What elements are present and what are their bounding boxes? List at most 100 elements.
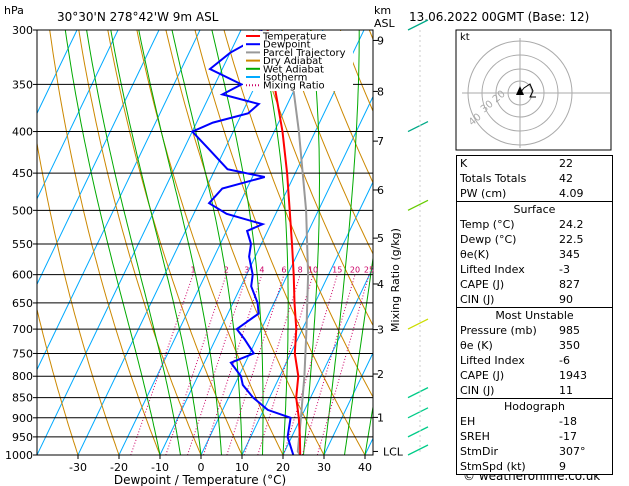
wet-adiabat-line: [110, 30, 202, 455]
isotherm-line: [323, 351, 373, 455]
hodo-value: -18: [559, 415, 577, 428]
dry-adiabat-line: [49, 30, 161, 455]
surface-label: CIN (J): [460, 293, 495, 306]
km-tick-label: 6: [377, 184, 384, 197]
temperature-tick-label: 0: [198, 461, 205, 474]
hodo-label: StmSpd (kt): [460, 460, 526, 473]
dry-adiabat-line: [281, 30, 373, 256]
pressure-tick-label: 800: [12, 370, 33, 383]
indices-panel: K 22 Totals Totals 42 PW (cm) 4.09 Surface …: [456, 155, 613, 475]
plot-profiles: [190, 30, 310, 455]
mu-value: 985: [559, 324, 580, 337]
mu-value: 1943: [559, 369, 587, 382]
datetime-title: 13.06.2022 00GMT (Base: 12): [409, 10, 589, 24]
km-tick-label: 9: [377, 34, 384, 47]
surface-label: Temp (°C): [460, 218, 515, 231]
mixing-ratio-label: 15: [332, 266, 342, 275]
hodo-trace: [519, 83, 536, 98]
storm-motion-marker: [516, 86, 524, 95]
mu-value: -6: [559, 354, 570, 367]
mu-label: Lifted Index: [460, 354, 525, 367]
surface-value: 24.2: [559, 218, 584, 231]
mixing-ratio-label: 1: [190, 266, 195, 275]
surface-value: 22.5: [559, 233, 584, 246]
surface-value: 827: [559, 278, 580, 291]
mu-label: CIN (J): [460, 384, 495, 397]
mixing-ratio-line: [165, 274, 227, 455]
most-unstable-section: Most Unstable Pressure (mb) 985 θe (K) 350…: [457, 307, 612, 398]
plot-frame: [36, 29, 374, 456]
hodo-row: EH -18: [457, 414, 612, 429]
index-row: Totals Totals 42: [457, 171, 612, 186]
dry-adiabat-line: [165, 30, 325, 455]
hodograph-unit: kt: [460, 32, 470, 43]
wet-adiabat-line: [364, 403, 373, 455]
legend-label: Mixing Ratio: [263, 81, 325, 92]
dewpoint-line: [190, 30, 295, 455]
km-tick-label: 3: [377, 324, 384, 337]
isotherm-line: [118, 30, 324, 455]
isotherm-line: [200, 95, 373, 455]
mixing-ratio-label: 8: [298, 266, 303, 275]
surface-title: Surface: [513, 203, 556, 216]
temperature-line: [266, 30, 302, 455]
pressure-tick-label: 550: [12, 238, 33, 251]
axes: 1 2 3 4 6 8 10 15 20 2530035040045050055060065070…: [5, 24, 404, 474]
surface-value: 345: [559, 248, 580, 261]
mu-value: 11: [559, 384, 573, 397]
wind-barb: [407, 199, 429, 211]
surface-value: 90: [559, 293, 573, 306]
temperature-tick-label: 10: [235, 461, 249, 474]
index-label: PW (cm): [460, 187, 507, 200]
wind-barb: [407, 426, 429, 438]
wind-barb: [407, 19, 429, 31]
hpa-label: hPa: [4, 4, 24, 17]
temperature-tick-label: 20: [276, 461, 290, 474]
location-title: 30°30'N 278°42'W 9m ASL: [57, 10, 219, 24]
temperature-tick-label: 30: [317, 461, 331, 474]
km-tick-label: 8: [377, 85, 384, 98]
index-row: K 22: [457, 156, 612, 171]
pressure-tick-label: 750: [12, 347, 33, 360]
wet-adiabat-line: [303, 30, 321, 455]
mu-label: Pressure (mb): [460, 324, 537, 337]
asl-label: ASL: [374, 17, 396, 30]
hodo-value: 9: [559, 460, 566, 473]
hodo-label: SREH: [460, 430, 490, 443]
mixing-ratio-label: 10: [308, 266, 318, 275]
pressure-tick-label: 600: [12, 269, 33, 282]
pressure-tick-label: 400: [12, 126, 33, 139]
pressure-tick-label: 300: [12, 24, 33, 37]
pressure-tick-label: 450: [12, 167, 33, 180]
mu-row: Lifted Index -6: [457, 353, 612, 368]
hodograph-frame: [455, 29, 612, 151]
pressure-tick-label: 350: [12, 78, 33, 91]
surface-row: CIN (J) 90: [457, 292, 612, 307]
pressure-tick-label: 950: [12, 431, 33, 444]
isotherm-line: [37, 30, 242, 455]
mu-label: θe (K): [460, 339, 493, 352]
mixing-ratio-label: 3: [244, 266, 249, 275]
pressure-tick-label: 650: [12, 297, 33, 310]
surface-label: θe(K): [460, 248, 490, 261]
surface-row: Lifted Index -3: [457, 262, 612, 277]
x-axis-label: Dewpoint / Temperature (°C): [114, 473, 286, 486]
mixing-ratio-label: 6: [281, 266, 286, 275]
surface-label: Dewp (°C): [460, 233, 517, 246]
km-tick-label: LCL: [383, 445, 404, 458]
wind-barb: [407, 444, 429, 456]
mu-value: 350: [559, 339, 580, 352]
wet-adiabat-line: [86, 30, 181, 455]
isotherm-line: [37, 30, 78, 115]
km-tick-label: 5: [377, 232, 384, 245]
pressure-tick-label: 850: [12, 392, 33, 405]
mixing-ratio-axis-label: Mixing Ratio (g/kg): [389, 228, 402, 332]
legend-box: [243, 31, 353, 91]
mixing-ratio-line: [301, 274, 356, 455]
temperature-tick-label: -10: [151, 461, 169, 474]
surface-label: CAPE (J): [460, 278, 505, 291]
mu-row: CAPE (J) 1943: [457, 368, 612, 383]
mu-row: CIN (J) 11: [457, 383, 612, 398]
isotherm-line: [37, 30, 119, 200]
